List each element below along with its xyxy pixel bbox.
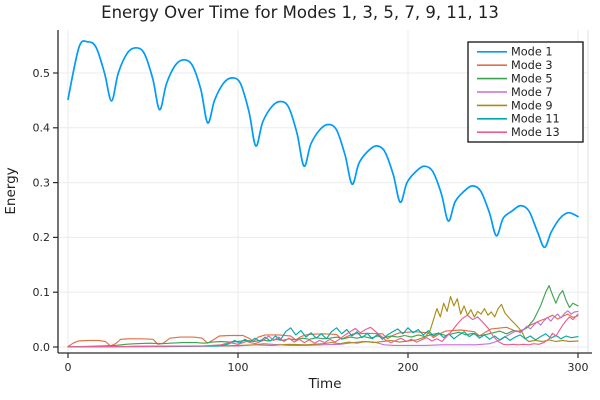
series-mode-11 — [67, 327, 579, 348]
x-tick-label: 100 — [228, 361, 249, 374]
legend-label: Mode 9 — [511, 99, 553, 112]
legend-label: Mode 1 — [511, 46, 553, 59]
series-mode-13 — [67, 313, 579, 348]
axes — [53, 30, 592, 358]
legend-entry: Mode 13 — [477, 126, 560, 139]
legend-entry: Mode 11 — [477, 113, 560, 126]
series-mode-9 — [67, 296, 579, 348]
series-mode-3 — [67, 313, 579, 348]
series-lines — [67, 40, 579, 348]
gridlines — [58, 30, 588, 353]
legend-entry: Mode 5 — [477, 73, 553, 86]
x-tick-label: 200 — [398, 361, 419, 374]
y-axis-label: Energy — [3, 167, 19, 214]
legend-entry: Mode 1 — [477, 46, 553, 59]
y-tick-label: 0.0 — [33, 341, 51, 354]
x-tick-label: 0 — [65, 361, 72, 374]
y-tick-label: 0.2 — [33, 231, 51, 244]
legend-label: Mode 5 — [511, 73, 553, 86]
chart-title: Energy Over Time for Modes 1, 3, 5, 7, 9… — [101, 3, 499, 22]
series-mode-7 — [67, 310, 579, 348]
legend-entry: Mode 7 — [477, 86, 553, 99]
y-tick-label: 0.4 — [33, 122, 51, 135]
legend-label: Mode 7 — [511, 86, 553, 99]
tick-labels: 0.0 0.1 0.2 0.3 0.4 0.5 0 100 200 300 — [33, 67, 589, 374]
y-tick-label: 0.1 — [33, 286, 51, 299]
series-mode-1 — [67, 40, 579, 249]
legend-label: Mode 13 — [511, 126, 560, 139]
legend-label: Mode 3 — [511, 59, 553, 72]
x-tick-label: 300 — [568, 361, 589, 374]
y-tick-label: 0.5 — [33, 67, 51, 80]
legend-entry: Mode 9 — [477, 99, 553, 112]
legend-label: Mode 11 — [511, 113, 560, 126]
x-axis-label: Time — [307, 376, 341, 392]
y-tick-label: 0.3 — [33, 176, 51, 189]
series-mode-5 — [67, 285, 579, 348]
legend-entry: Mode 3 — [477, 59, 553, 72]
